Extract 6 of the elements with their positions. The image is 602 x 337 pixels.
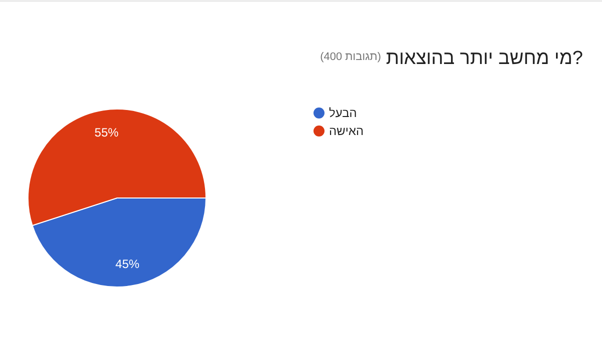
data-label: 55% [94, 125, 119, 140]
text: מי מחשב יותר בהוצאות? [386, 48, 583, 69]
data-label: 45% [115, 257, 140, 272]
legend-label: הבעל [329, 106, 357, 120]
chart-subtitle: (400 תגובות) [320, 51, 381, 63]
legend-label: האישה [329, 124, 364, 138]
